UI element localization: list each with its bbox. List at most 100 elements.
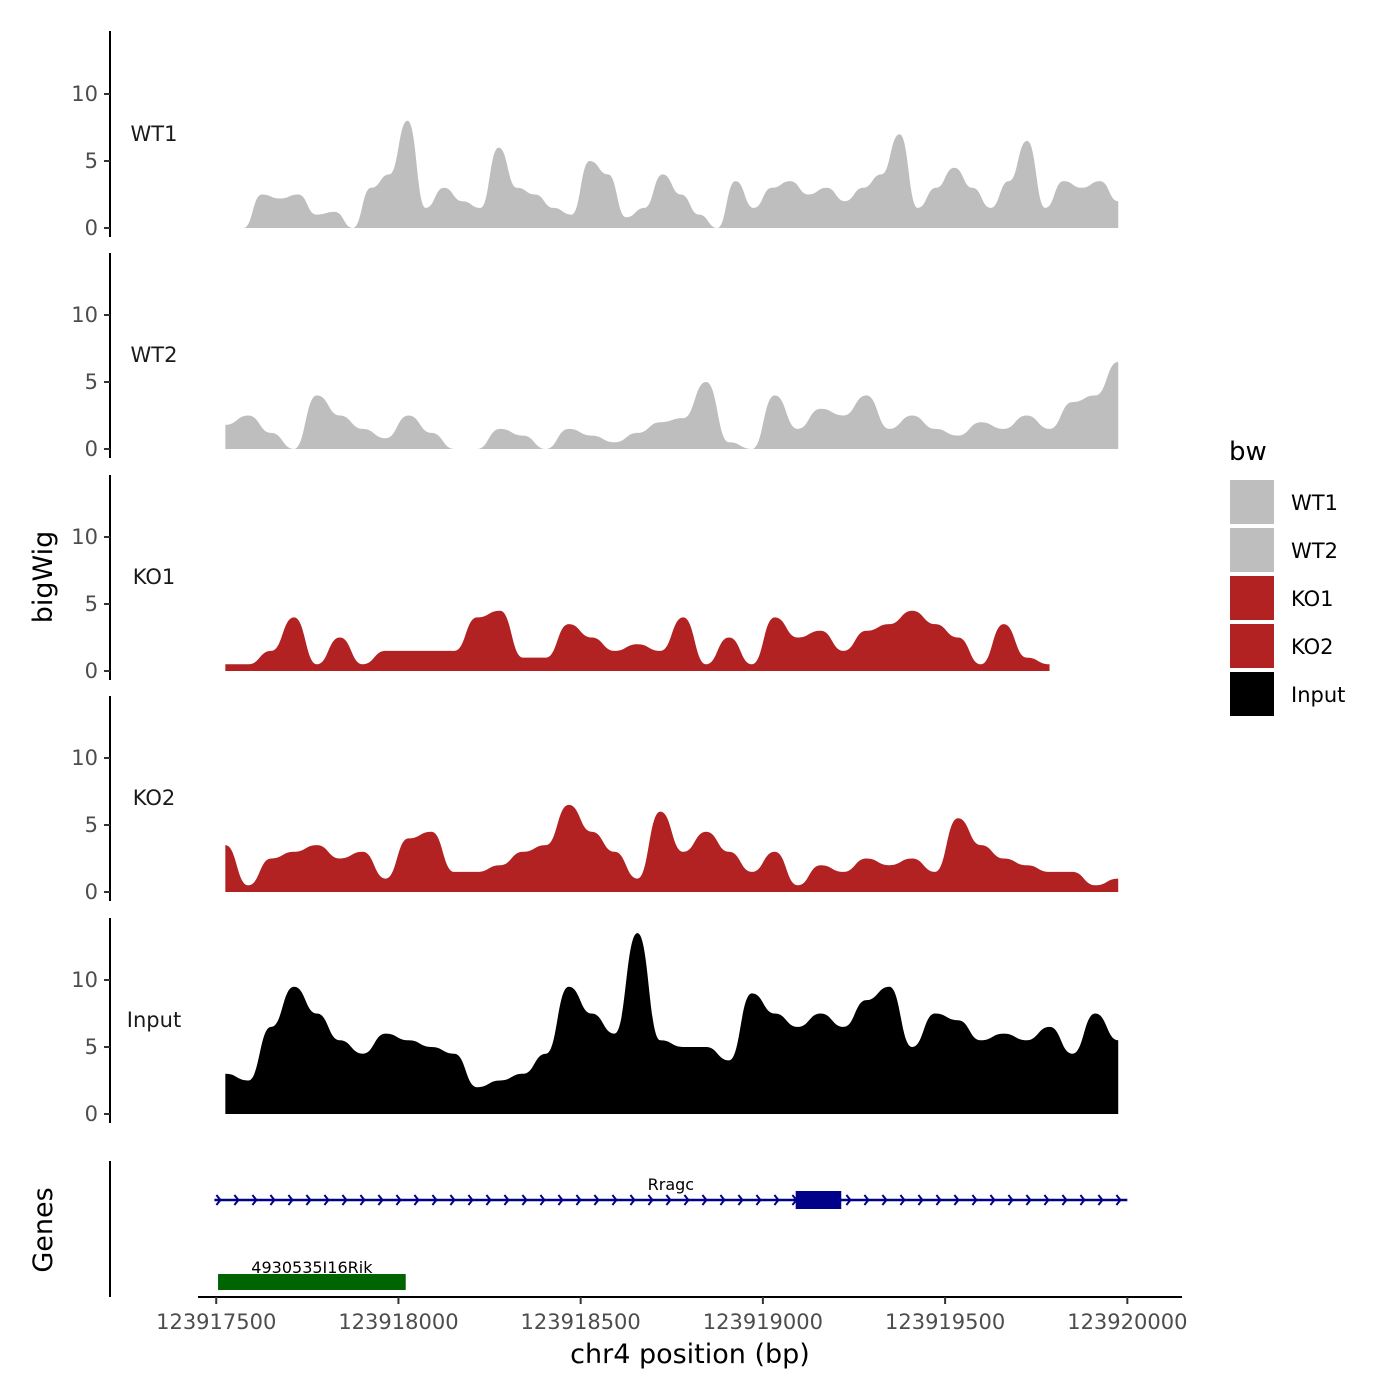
legend-label: Input xyxy=(1291,683,1345,707)
coverage-area-input xyxy=(225,933,1119,1114)
genes-axis-title: Genes xyxy=(28,1187,59,1272)
strand-arrow xyxy=(629,1194,636,1206)
genes-track: Rragc 4930535I16Rik xyxy=(109,1161,1128,1297)
y-tick-label: 0 xyxy=(85,216,98,240)
y-tick-label: 10 xyxy=(71,525,98,549)
legend-label: WT1 xyxy=(1291,491,1338,515)
strand-arrow xyxy=(665,1194,672,1206)
strand-arrow xyxy=(1097,1194,1104,1206)
y-tick-label: 0 xyxy=(85,880,98,904)
strand-arrow xyxy=(935,1194,942,1206)
y-tick-label: 5 xyxy=(85,592,98,616)
strand-arrow xyxy=(1115,1194,1122,1206)
strand-arrow xyxy=(341,1194,348,1206)
strand-arrow xyxy=(773,1194,780,1206)
strand-arrow xyxy=(1007,1194,1014,1206)
strand-arrow xyxy=(215,1194,222,1206)
strand-arrow xyxy=(557,1194,564,1206)
y-tick-label: 5 xyxy=(85,149,98,173)
coverage-area-wt2 xyxy=(225,361,1119,449)
strand-arrow xyxy=(683,1194,690,1206)
legend-label: KO1 xyxy=(1291,587,1334,611)
y-axis-title: bigWig xyxy=(28,531,59,624)
strand-arrow xyxy=(755,1194,762,1206)
strand-arrow xyxy=(953,1194,960,1206)
strand-arrow xyxy=(449,1194,456,1206)
strand-arrow xyxy=(899,1194,906,1206)
y-tick-label: 5 xyxy=(85,1035,98,1059)
strand-arrow xyxy=(611,1194,618,1206)
strand-arrow xyxy=(863,1194,870,1206)
y-tick-label: 0 xyxy=(85,659,98,683)
track-label: WT2 xyxy=(131,343,178,367)
gene-exon xyxy=(795,1191,842,1209)
strand-arrow xyxy=(485,1194,492,1206)
track-label: KO1 xyxy=(133,565,176,589)
gene-label: Rragc xyxy=(648,1175,694,1194)
y-tick-label: 10 xyxy=(71,746,98,770)
strand-arrow xyxy=(377,1194,384,1206)
strand-arrow xyxy=(593,1194,600,1206)
strand-arrow xyxy=(1025,1194,1032,1206)
strand-arrow xyxy=(395,1194,402,1206)
x-tick-label: 123920000 xyxy=(1067,1310,1187,1334)
track-label: KO2 xyxy=(133,786,176,810)
x-tick-label: 123918000 xyxy=(338,1310,458,1334)
x-tick-label: 123919500 xyxy=(885,1310,1005,1334)
y-tick-label: 5 xyxy=(85,813,98,837)
track-label: Input xyxy=(127,1008,181,1032)
legend-key-ko2 xyxy=(1230,624,1274,668)
track-wt2: 0 5 10 WT2 xyxy=(71,253,1119,461)
strand-arrow xyxy=(575,1194,582,1206)
gene-rragc: Rragc xyxy=(214,1175,1128,1209)
track-ko1: 0 5 10 KO1 xyxy=(71,475,1050,683)
strand-arrow xyxy=(431,1194,438,1206)
strand-arrow xyxy=(467,1194,474,1206)
strand-arrow xyxy=(719,1194,726,1206)
strand-arrow xyxy=(521,1194,528,1206)
strand-arrow xyxy=(917,1194,924,1206)
legend-key-ko1 xyxy=(1230,576,1274,620)
coverage-area-wt1 xyxy=(243,120,1119,228)
x-axis-title: chr4 position (bp) xyxy=(570,1339,810,1370)
strand-arrow xyxy=(233,1194,240,1206)
strand-arrow xyxy=(971,1194,978,1206)
strand-arrow xyxy=(845,1194,852,1206)
coverage-area-ko2 xyxy=(225,804,1119,892)
y-tick-label: 0 xyxy=(85,1102,98,1126)
track-wt1: 0 5 10 WT1 xyxy=(71,31,1119,240)
strand-arrow xyxy=(1079,1194,1086,1206)
strand-arrow xyxy=(989,1194,996,1206)
gene-4930535i16rik: 4930535I16Rik xyxy=(218,1258,406,1290)
gene-label: 4930535I16Rik xyxy=(251,1258,373,1277)
y-tick-label: 10 xyxy=(71,303,98,327)
strand-arrow xyxy=(647,1194,654,1206)
legend: bw WT1 WT2 KO1 KO2 Input xyxy=(1229,437,1345,716)
y-tick-label: 0 xyxy=(85,437,98,461)
legend-key-wt2 xyxy=(1230,528,1274,572)
track-input: 0 5 10 Input xyxy=(71,918,1119,1126)
strand-arrow xyxy=(413,1194,420,1206)
x-axis: 123917500 123918000 123918500 123919000 1239… xyxy=(156,1296,1187,1334)
x-tick-label: 123917500 xyxy=(156,1310,276,1334)
y-tick-label: 10 xyxy=(71,968,98,992)
strand-arrow xyxy=(881,1194,888,1206)
strand-arrow xyxy=(1043,1194,1050,1206)
strand-arrow xyxy=(323,1194,330,1206)
strand-arrow xyxy=(737,1194,744,1206)
legend-key-input xyxy=(1230,672,1274,716)
strand-arrow xyxy=(287,1194,294,1206)
y-tick-label: 5 xyxy=(85,370,98,394)
track-ko2: 0 5 10 KO2 xyxy=(71,696,1119,904)
coverage-area-ko1 xyxy=(225,610,1050,671)
legend-label: WT2 xyxy=(1291,539,1338,563)
strand-arrow xyxy=(503,1194,510,1206)
y-tick-label: 10 xyxy=(71,82,98,106)
x-tick-label: 123918500 xyxy=(521,1310,641,1334)
x-tick-label: 123919000 xyxy=(703,1310,823,1334)
bigwig-tracks: 0 5 10 WT1 0 5 10 WT2 0 5 10 KO1 0 5 10 KO2 0 5 10 Input xyxy=(71,31,1119,1126)
legend-key-wt1 xyxy=(1230,480,1274,524)
strand-arrow xyxy=(539,1194,546,1206)
strand-arrow xyxy=(305,1194,312,1206)
